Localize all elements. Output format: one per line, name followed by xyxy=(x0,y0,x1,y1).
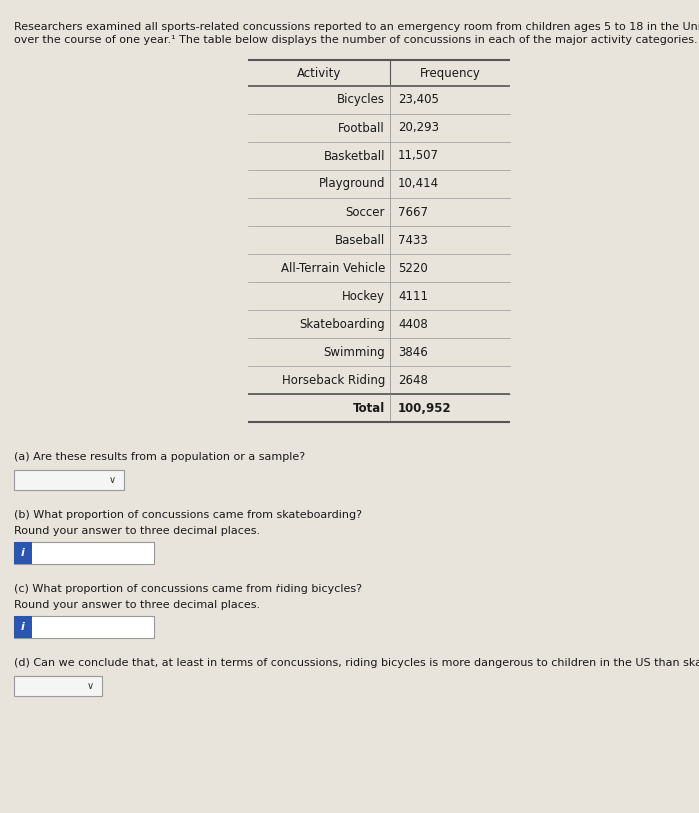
Text: 100,952: 100,952 xyxy=(398,402,452,415)
Text: ∨: ∨ xyxy=(87,681,94,691)
Text: (a) Are these results from a population or a sample?: (a) Are these results from a population … xyxy=(14,452,305,462)
Text: Total: Total xyxy=(353,402,385,415)
Text: Football: Football xyxy=(338,121,385,134)
Text: 10,414: 10,414 xyxy=(398,177,439,190)
Text: (c) What proportion of concussions came from riding bicycles?: (c) What proportion of concussions came … xyxy=(14,584,362,594)
Text: Baseball: Baseball xyxy=(335,233,385,246)
Text: i: i xyxy=(21,622,25,632)
Text: over the course of one year.¹ The table below displays the number of concussions: over the course of one year.¹ The table … xyxy=(14,35,698,45)
Text: Soccer: Soccer xyxy=(345,206,385,219)
Text: All-Terrain Vehicle: All-Terrain Vehicle xyxy=(280,262,385,275)
Text: 7433: 7433 xyxy=(398,233,428,246)
Text: Skateboarding: Skateboarding xyxy=(299,318,385,331)
Text: 23,405: 23,405 xyxy=(398,93,439,107)
Text: 4111: 4111 xyxy=(398,289,428,302)
Text: ∨: ∨ xyxy=(108,475,115,485)
Text: Bicycles: Bicycles xyxy=(337,93,385,107)
Text: ¹: ¹ xyxy=(276,583,279,592)
Bar xyxy=(14,676,102,696)
Text: Researchers examined all sports-related concussions reported to an emergency roo: Researchers examined all sports-related … xyxy=(14,22,699,32)
Text: (b) What proportion of concussions came from skateboarding?: (b) What proportion of concussions came … xyxy=(14,510,362,520)
Bar xyxy=(14,470,124,490)
Bar xyxy=(14,542,32,564)
Text: Basketball: Basketball xyxy=(324,150,385,163)
Text: Swimming: Swimming xyxy=(323,346,385,359)
Text: Round your answer to three decimal places.: Round your answer to three decimal place… xyxy=(14,600,260,610)
Text: Frequency: Frequency xyxy=(419,67,480,80)
Text: 3846: 3846 xyxy=(398,346,428,359)
Text: 5220: 5220 xyxy=(398,262,428,275)
Text: 4408: 4408 xyxy=(398,318,428,331)
Text: i: i xyxy=(21,548,25,558)
Text: Horseback Riding: Horseback Riding xyxy=(282,373,385,386)
Bar xyxy=(14,542,154,564)
Text: Playground: Playground xyxy=(319,177,385,190)
Text: Hockey: Hockey xyxy=(342,289,385,302)
Text: (d) Can we conclude that, at least in terms of concussions, riding bicycles is m: (d) Can we conclude that, at least in te… xyxy=(14,658,699,668)
Text: Round your answer to three decimal places.: Round your answer to three decimal place… xyxy=(14,526,260,536)
Text: 11,507: 11,507 xyxy=(398,150,439,163)
Text: 20,293: 20,293 xyxy=(398,121,439,134)
Bar xyxy=(14,616,32,638)
Text: Activity: Activity xyxy=(297,67,341,80)
Bar xyxy=(14,616,154,638)
Text: 2648: 2648 xyxy=(398,373,428,386)
Text: 7667: 7667 xyxy=(398,206,428,219)
